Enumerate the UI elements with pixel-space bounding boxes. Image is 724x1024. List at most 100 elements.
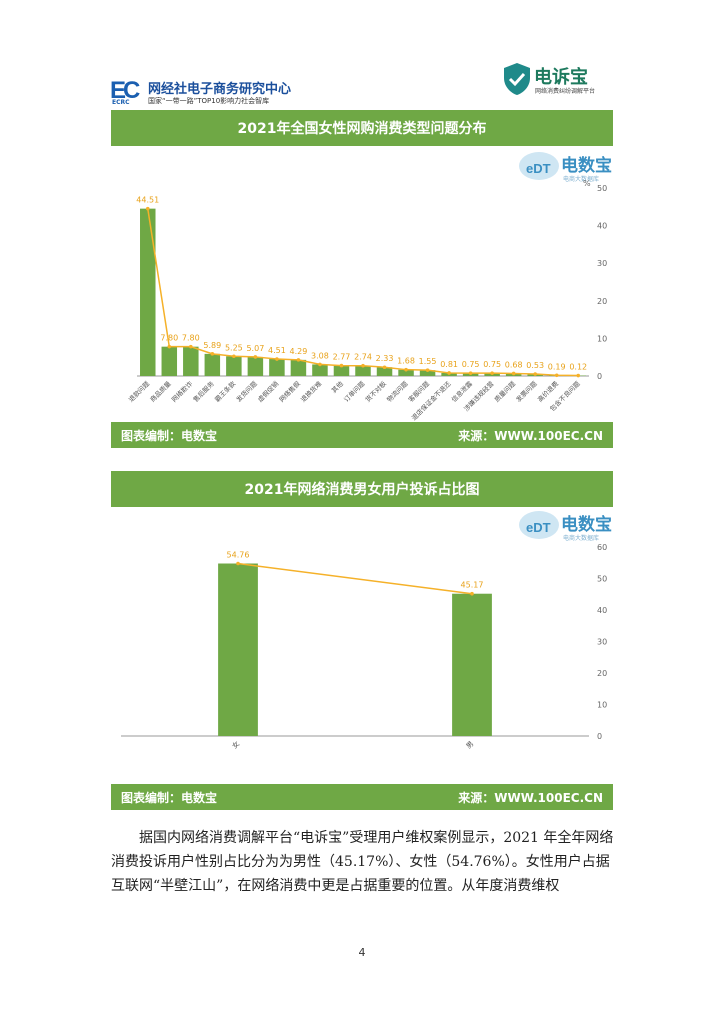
- chart-bar: [183, 346, 199, 376]
- data-label: 2.77: [333, 353, 351, 362]
- chart-bar: [398, 369, 414, 376]
- data-label: 45.17: [461, 581, 484, 590]
- watermark-brand: 电数宝: [561, 514, 612, 535]
- y-tick-label: 0: [597, 372, 602, 381]
- y-tick-label: 10: [597, 701, 607, 710]
- brand-name: 电诉宝: [534, 67, 588, 88]
- category-label: 网络欺诈: [169, 379, 194, 404]
- data-label: 0.19: [548, 362, 566, 371]
- chart-bar: [140, 208, 156, 376]
- chart-bar: [269, 359, 285, 376]
- chart2-source: 来源：WWW.100EC.CN: [458, 791, 603, 805]
- chart1-title: 2021年全国女性网购消费类型问题分布: [111, 110, 613, 146]
- watermark-sub: 电商大数据库: [563, 175, 599, 183]
- line-point: [404, 367, 408, 372]
- category-label: 物流问题: [385, 379, 410, 404]
- line-point: [296, 358, 301, 362]
- chart1-plot: eDT 电数宝 电商大数据库 0 10 20 30 40 50% 44.51 退款问题 7.80…: [126, 152, 612, 422]
- data-label: 5.07: [246, 344, 264, 353]
- data-label: 7.80: [182, 334, 200, 343]
- chart1-editor: 图表编制：电数宝: [121, 429, 218, 443]
- category-label: 发票问题: [514, 379, 539, 404]
- y-tick-label: 40: [597, 606, 607, 615]
- line-point: [318, 362, 322, 367]
- data-label: 54.76: [227, 551, 250, 560]
- line-point: [361, 363, 365, 368]
- line-point: [425, 368, 430, 372]
- org-logo: EC ECRC 网经社电子商务研究中心 国家“一带一路”TOP10影响力社会智库: [108, 76, 308, 110]
- y-tick-label: 20: [597, 669, 607, 678]
- y-tick-label: 30: [597, 259, 607, 268]
- category-label: 虚假促销: [256, 379, 281, 404]
- watermark-mark: eDT: [526, 520, 551, 535]
- chart-bar: [376, 367, 393, 376]
- data-label: 0.75: [462, 360, 480, 369]
- page-number: 4: [358, 946, 366, 959]
- line-point: [554, 373, 559, 378]
- category-label: 霸王条款: [213, 379, 238, 404]
- ec-logo-mark: EC: [110, 77, 140, 104]
- data-label: 4.29: [290, 347, 308, 356]
- y-tick-label: 50: [597, 184, 607, 193]
- body-paragraph: 据国内网络消费调解平台“电诉宝”受理用户维权案例显示，2021 年全年网络消费投…: [111, 826, 617, 898]
- category-label: 退换货难: [299, 379, 324, 404]
- y-tick-label: 20: [597, 297, 607, 306]
- category-label: 货不对板: [363, 379, 388, 404]
- line-point: [382, 365, 387, 370]
- brand-tagline: 网络消费纠纷调解平台: [535, 88, 596, 95]
- watermark-mark: eDT: [526, 161, 551, 176]
- ec-logo-sub: ECRC: [112, 99, 130, 106]
- line-point: [275, 357, 279, 361]
- data-label: 7.80: [160, 334, 178, 343]
- chart-bar: [204, 353, 221, 376]
- category-label: 商品质量: [148, 379, 173, 404]
- line-point: [189, 344, 193, 349]
- y-tick-label: 0: [597, 732, 602, 741]
- chart2-plot: eDT 电数宝 电商大数据库 0 10 20 30 40 50 60 54.76 女 45.17 男: [121, 511, 612, 750]
- data-label: 0.53: [526, 361, 544, 370]
- watermark-brand: 电数宝: [561, 155, 612, 176]
- data-label: 0.12: [569, 363, 587, 372]
- category-label: 女: [230, 739, 241, 750]
- chart-bar: [290, 359, 307, 376]
- line-point: [576, 373, 581, 378]
- brand-logo: 电诉宝 网络消费纠纷调解平台: [502, 62, 612, 98]
- chart-bar: [226, 356, 242, 376]
- category-label: 网络售假: [277, 379, 302, 404]
- y-tick-label: 10: [597, 334, 607, 343]
- chart2-footer: 图表编制：电数宝 来源：WWW.100EC.CN: [111, 784, 613, 810]
- line-point: [232, 354, 236, 359]
- data-label: 0.75: [483, 360, 501, 369]
- category-label: 发货问题: [234, 379, 259, 404]
- chart-bar: [312, 364, 328, 376]
- line-point: [511, 371, 516, 376]
- category-label: 其他: [329, 379, 345, 395]
- category-label: 订单问题: [342, 379, 367, 404]
- y-tick-label: 30: [597, 638, 607, 647]
- chart2-editor: 图表编制：电数宝: [121, 791, 218, 805]
- category-label: 退款问题: [126, 379, 151, 404]
- y-tick-label: 50: [597, 575, 607, 584]
- data-label: 0.81: [440, 360, 458, 369]
- org-tagline: 国家“一带一路”TOP10影响力社会智库: [148, 97, 270, 105]
- series-line: [237, 562, 473, 595]
- data-label: 3.08: [311, 351, 329, 360]
- y-tick-label: 40: [597, 222, 607, 231]
- line-point: [339, 363, 344, 368]
- data-label: 44.51: [136, 196, 159, 205]
- data-label: 1.55: [419, 357, 437, 366]
- line-point: [210, 352, 215, 356]
- data-label: 2.33: [376, 354, 394, 363]
- category-label: 售后服务: [191, 379, 216, 404]
- line-point: [447, 371, 451, 375]
- data-label: 2.74: [354, 353, 372, 362]
- data-label: 4.51: [268, 346, 286, 355]
- chart-bar: [247, 356, 264, 376]
- data-label: 0.68: [505, 360, 523, 369]
- line-point: [167, 344, 172, 349]
- chart-bar: [161, 346, 178, 376]
- chart1-footer: 图表编制：电数宝 来源：WWW.100EC.CN: [111, 422, 613, 448]
- watermark-sub: 电商大数据库: [563, 534, 599, 542]
- line-point: [468, 371, 473, 375]
- chart-bar: [452, 593, 492, 736]
